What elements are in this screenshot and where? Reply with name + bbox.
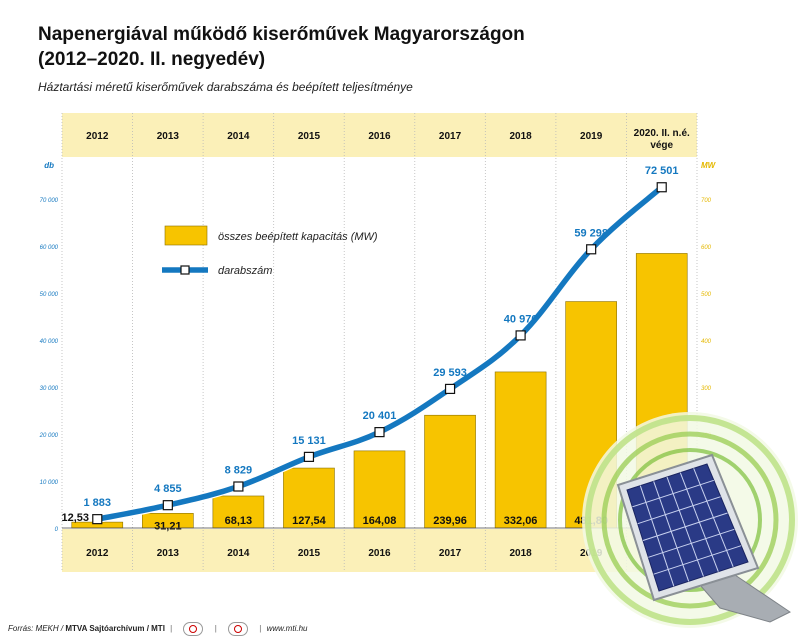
right-axis-tick-label: 400 bbox=[701, 339, 712, 345]
mtva-logo-icon bbox=[183, 622, 204, 636]
right-axis-unit: MW bbox=[701, 161, 717, 170]
count-line-marker bbox=[586, 244, 597, 255]
footer-publisher: MTVA Sajtóarchívum / MTI bbox=[65, 624, 165, 634]
left-axis-tick-label: 0 bbox=[55, 527, 59, 533]
panel-cell-line bbox=[653, 545, 742, 575]
title-line-2: (2012–2020. II. negyedév) bbox=[38, 49, 266, 70]
panel-cell-line bbox=[637, 496, 721, 525]
solar-ring bbox=[601, 431, 779, 609]
count-line-label: 72 501 bbox=[645, 165, 679, 177]
right-axis-tick-label: 300 bbox=[701, 386, 712, 392]
mti-logo-icon bbox=[228, 622, 249, 636]
capacity-bar-label: 164,08 bbox=[363, 515, 397, 527]
count-line-marker bbox=[374, 427, 385, 438]
top-category-label: 2014 bbox=[227, 131, 250, 142]
bottom-category-label: 2016 bbox=[368, 548, 391, 559]
bottom-category-label: 2014 bbox=[227, 548, 250, 559]
bottom-category-label: 2015 bbox=[298, 548, 321, 559]
left-axis-unit: db bbox=[44, 161, 54, 170]
capacity-bar-label: 239,96 bbox=[433, 515, 467, 527]
capacity-bar bbox=[212, 495, 265, 529]
count-line-marker bbox=[233, 481, 244, 492]
capacity-bar bbox=[494, 371, 547, 529]
footer-url[interactable]: www.mti.hu bbox=[266, 624, 308, 634]
top-category-label: 2020. II. n.é. bbox=[634, 128, 690, 139]
count-line-label: 29 593 bbox=[433, 367, 467, 379]
chart-title: Napenergiával működő kiserőművek Magyaro… bbox=[38, 22, 738, 72]
legend-bar-swatch bbox=[164, 225, 208, 246]
count-line-marker bbox=[515, 330, 526, 341]
count-line-label: 59 298 bbox=[574, 227, 608, 239]
bottom-category-label: 2012 bbox=[86, 548, 109, 559]
left-axis-tick-label: 10 000 bbox=[40, 480, 59, 486]
panel-cell-line bbox=[642, 512, 728, 541]
count-line-marker bbox=[656, 182, 667, 193]
count-line bbox=[96, 185, 664, 522]
count-line-label: 8 829 bbox=[225, 465, 253, 477]
capacity-bar-label: 127,54 bbox=[292, 515, 327, 527]
top-category-label: 2018 bbox=[509, 131, 532, 142]
footer-separator: | bbox=[259, 624, 262, 634]
bottom-category-label: 2017 bbox=[439, 548, 462, 559]
top-category-label: vége bbox=[650, 140, 673, 151]
top-category-label: 2015 bbox=[298, 131, 321, 142]
left-axis-tick-label: 20 000 bbox=[39, 433, 59, 439]
top-category-label: 2016 bbox=[368, 131, 391, 142]
legend-bar-label: összes beépített kapacitás (MW) bbox=[218, 231, 378, 243]
top-category-label: 2013 bbox=[157, 131, 180, 142]
solar-ring bbox=[585, 415, 795, 625]
top-category-label: 2019 bbox=[580, 131, 603, 142]
legend-line-label: darabszám bbox=[218, 265, 272, 277]
solar-ring bbox=[618, 448, 762, 592]
right-axis-tick-label: 700 bbox=[701, 198, 712, 204]
title-line-1: Napenergiával működő kiserőművek Magyaro… bbox=[38, 24, 525, 45]
count-line-marker bbox=[162, 500, 173, 511]
count-line-label: 4 855 bbox=[154, 483, 182, 495]
count-line-marker bbox=[444, 383, 456, 395]
count-line-marker bbox=[92, 514, 103, 525]
capacity-bar-label: 68,13 bbox=[225, 515, 253, 527]
capacity-bar-label: 12,53 bbox=[62, 512, 90, 524]
footer-separator: | bbox=[170, 624, 173, 634]
footer-separator: | bbox=[214, 624, 217, 634]
footer-credit: Forrás: MEKH / MTVA Sajtóarchívum / MTI … bbox=[8, 622, 307, 636]
right-axis-tick-label: 500 bbox=[701, 292, 712, 298]
panel-cell-line bbox=[648, 528, 735, 558]
left-axis-tick-label: 40 000 bbox=[40, 339, 59, 345]
count-line-label: 20 401 bbox=[363, 410, 397, 422]
capacity-bar bbox=[353, 450, 406, 529]
count-line-marker bbox=[303, 451, 315, 462]
top-category-label: 2012 bbox=[86, 131, 109, 142]
left-axis-tick-label: 60 000 bbox=[40, 245, 59, 251]
left-axis-tick-label: 30 000 bbox=[40, 386, 59, 392]
capacity-bar-label: 31,21 bbox=[154, 520, 182, 532]
footer-source: Forrás: MEKH / bbox=[8, 624, 66, 634]
right-axis-tick-label: 600 bbox=[701, 245, 712, 251]
left-axis-tick-label: 70 000 bbox=[40, 198, 59, 204]
top-category-label: 2017 bbox=[439, 131, 462, 142]
left-axis-tick-label: 50 000 bbox=[40, 292, 59, 298]
count-line-label: 40 976 bbox=[504, 313, 538, 325]
panel-cell-line bbox=[632, 479, 714, 508]
capacity-bar bbox=[283, 467, 335, 529]
bottom-category-label: 2018 bbox=[509, 548, 532, 559]
chart-subtitle: Háztartási méretű kiserőművek darabszáma… bbox=[38, 80, 413, 94]
capacity-bar-label: 332,06 bbox=[504, 515, 538, 527]
bottom-category-label: 2013 bbox=[157, 548, 180, 559]
count-line-label: 1 883 bbox=[84, 497, 112, 509]
legend-line-marker bbox=[180, 265, 190, 275]
solar-panel-illustration bbox=[582, 412, 798, 628]
count-line-label: 15 131 bbox=[292, 435, 326, 447]
top-category-band bbox=[62, 113, 697, 157]
capacity-bar bbox=[424, 414, 476, 529]
